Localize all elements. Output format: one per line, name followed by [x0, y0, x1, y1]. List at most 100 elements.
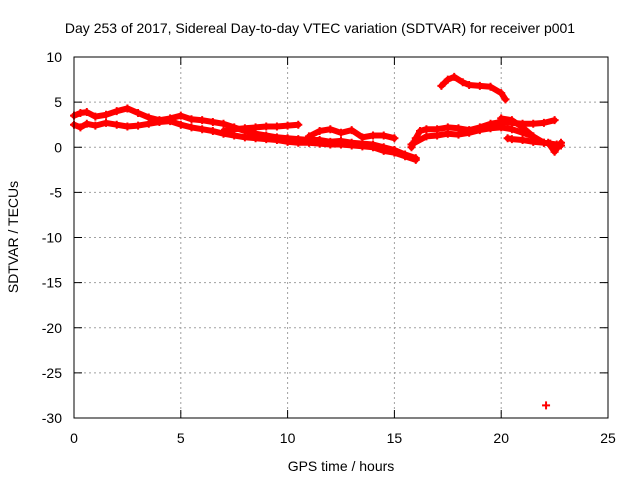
series-track-4 [304, 125, 399, 143]
data-point [443, 75, 452, 84]
data-point [422, 125, 431, 134]
y-tick-label: -15 [42, 275, 62, 291]
data-point [144, 119, 153, 128]
chart-title: Day 253 of 2017, Sidereal Day-to-day VTE… [65, 20, 575, 36]
data-point [76, 123, 85, 132]
series-band [71, 118, 419, 163]
data-point [123, 104, 132, 113]
data-point [198, 125, 207, 134]
y-axis-label: SDTVAR / TECUs [5, 181, 21, 293]
data-point [326, 140, 335, 149]
data-point [251, 134, 260, 143]
data-point [219, 127, 228, 136]
data-point [465, 80, 474, 89]
data-point [294, 120, 303, 129]
data-point [155, 117, 164, 126]
data-point [507, 135, 516, 144]
data-point [134, 121, 143, 130]
data-point [123, 122, 132, 131]
data-point [358, 133, 367, 142]
y-tick-label: -25 [42, 365, 62, 381]
data-point [91, 121, 100, 130]
data-point [411, 155, 420, 164]
data-point [272, 122, 281, 131]
data-point [208, 127, 217, 136]
data-point [240, 133, 249, 142]
data-point [507, 116, 516, 125]
data-point [304, 132, 313, 141]
data-point [550, 116, 559, 125]
y-tick-label: 5 [54, 94, 62, 110]
y-tick-label: -5 [50, 184, 63, 200]
data-point [166, 117, 175, 126]
data-point [486, 82, 495, 91]
data-point [518, 136, 527, 145]
data-point [401, 152, 410, 161]
y-tick-label: -30 [42, 410, 62, 426]
data-point [465, 128, 474, 137]
data-point [112, 120, 121, 129]
data-point [337, 128, 345, 137]
data-point [347, 141, 356, 150]
series-track-8 [437, 72, 510, 104]
data-point [422, 132, 431, 141]
data-point [390, 148, 399, 157]
data-point [134, 108, 143, 117]
data-point [497, 123, 506, 132]
data-point [82, 108, 91, 117]
data-point [369, 131, 378, 140]
data-point [102, 118, 111, 127]
data-point [176, 120, 185, 129]
data-point [529, 119, 538, 128]
data-point [91, 112, 100, 121]
data-point [486, 124, 495, 133]
series-track-2 [70, 117, 420, 164]
data-point [369, 143, 378, 152]
data-point [219, 119, 228, 128]
grid [74, 57, 608, 418]
data-point [437, 81, 446, 90]
data-point [497, 89, 506, 98]
data-point [542, 401, 551, 410]
data-point [518, 123, 527, 132]
data-point [337, 140, 345, 149]
data-point [187, 123, 196, 132]
x-tick-label: 5 [177, 430, 185, 446]
data-point [251, 123, 260, 132]
data-point [230, 125, 239, 134]
data-point [187, 115, 196, 124]
y-tick-label: -10 [42, 230, 62, 246]
data-point [529, 132, 538, 141]
series-track-3 [219, 120, 303, 136]
data-point [507, 125, 516, 134]
data-point [407, 140, 416, 149]
data-point [497, 114, 506, 123]
data-point [390, 134, 399, 143]
data-point [544, 138, 553, 147]
data-point [475, 81, 484, 90]
data-point [240, 124, 249, 133]
data-point [82, 119, 91, 128]
plot-frame [73, 56, 609, 419]
series-track-9 [497, 114, 548, 147]
data-point [272, 136, 281, 145]
data-point [501, 95, 510, 104]
data-point [294, 138, 303, 147]
data-point [550, 147, 559, 156]
data-point [379, 146, 388, 155]
data-point [283, 137, 292, 146]
data-point [450, 72, 459, 81]
y-tick-label: 10 [46, 49, 62, 65]
data-point [326, 125, 335, 134]
data-point [458, 78, 467, 87]
data-point [208, 117, 217, 126]
series-track-10 [544, 138, 566, 156]
y-tick-label: 0 [54, 139, 62, 155]
data-point [347, 126, 356, 135]
data-point [539, 118, 548, 127]
data-point [262, 135, 271, 144]
data-point [176, 111, 185, 120]
